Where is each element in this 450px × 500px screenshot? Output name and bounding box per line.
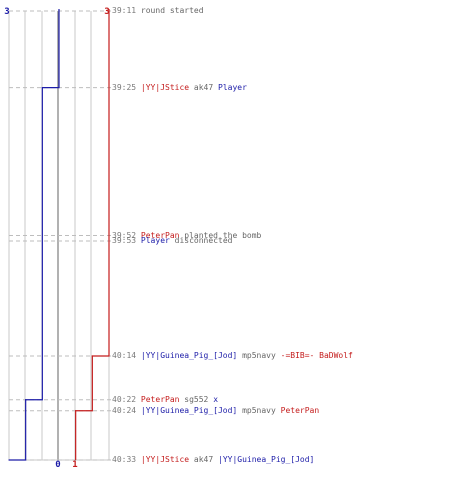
red-series-point xyxy=(108,10,110,12)
event-log: 39:11 round started 39:25 |YY|JStice ak47… xyxy=(112,0,450,500)
event-row: 39:25 |YY|JStice ak47 Player xyxy=(112,83,247,93)
red-team-series xyxy=(75,9,110,460)
blue-series-point xyxy=(8,459,10,461)
event-row: 39:53 Player disconnected xyxy=(112,236,232,246)
event-text: disconnected xyxy=(174,235,233,245)
blue-series-point xyxy=(25,399,27,401)
player-name: |YY|Guinea_Pig_[Jod] xyxy=(140,405,238,415)
event-row: 40:33 |YY|JStice ak47 |YY|Guinea_Pig_[Jo… xyxy=(112,455,314,465)
event-row: 40:24 |YY|Guinea_Pig_[Jod] mp5navy Peter… xyxy=(112,406,319,416)
player-name: x xyxy=(213,394,219,404)
event-text: ak47 xyxy=(193,82,214,92)
event-row: 40:14 |YY|Guinea_Pig_[Jod] mp5navy -=BIB… xyxy=(112,351,353,361)
blue-end-count: 0 xyxy=(55,460,60,470)
event-text: planted the bomb xyxy=(184,230,262,240)
event-text: ak47 xyxy=(193,455,214,464)
event-time: 39:11 xyxy=(112,6,137,15)
event-time: 40:33 xyxy=(112,455,137,464)
event-time: 40:24 xyxy=(112,405,137,415)
red-end-count: 1 xyxy=(72,460,77,470)
player-name: Player xyxy=(218,82,247,92)
event-time: 39:52 xyxy=(112,230,137,240)
red-start-count: 3 xyxy=(104,7,109,17)
blue-series-point xyxy=(58,10,60,12)
event-text: sg552 xyxy=(184,394,209,404)
red-series-point xyxy=(75,410,77,412)
event-text: round started xyxy=(140,6,204,15)
player-name: |YY|Guinea_Pig_[Jod] xyxy=(140,350,238,360)
event-text: mp5navy xyxy=(242,350,276,360)
player-name: |YY|JStice xyxy=(140,455,190,464)
series-layer xyxy=(8,9,110,461)
player-name: |YY|JStice xyxy=(140,82,190,92)
event-time: 40:14 xyxy=(112,350,137,360)
event-time: 39:53 xyxy=(112,235,137,245)
player-name: PeterPan xyxy=(140,230,180,240)
red-series-point xyxy=(91,355,93,357)
event-guide-lines xyxy=(9,10,112,461)
player-name: Player xyxy=(140,235,170,245)
player-name: |YY|Guinea_Pig_[Jod] xyxy=(218,455,315,464)
player-name: PeterPan xyxy=(140,394,180,404)
event-time: 40:22 xyxy=(112,394,137,404)
blue-series-point xyxy=(41,87,43,89)
event-text: mp5navy xyxy=(242,405,276,415)
player-name: PeterPan xyxy=(280,405,320,415)
blue-start-count: 3 xyxy=(4,7,9,17)
player-name: -=BIB=- BaDWolf xyxy=(280,350,353,360)
event-row: 39:11 round started xyxy=(112,6,204,16)
event-row: 40:22 PeterPan sg552 x xyxy=(112,395,218,405)
blue-team-series xyxy=(9,9,60,461)
event-row: 39:52 PeterPan planted the bomb xyxy=(112,231,261,241)
event-time: 39:25 xyxy=(112,82,137,92)
